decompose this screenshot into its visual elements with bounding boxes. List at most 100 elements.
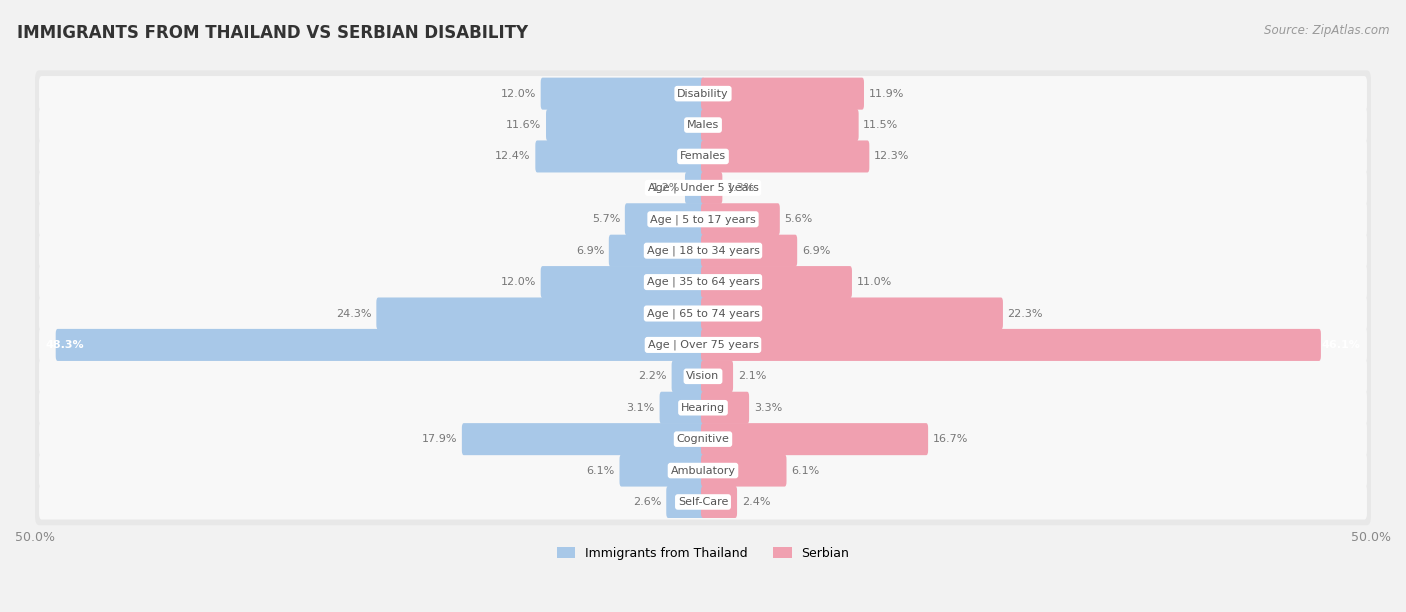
Text: 12.0%: 12.0% — [501, 89, 536, 99]
FancyBboxPatch shape — [35, 165, 1371, 211]
FancyBboxPatch shape — [39, 139, 1367, 174]
Text: 11.0%: 11.0% — [856, 277, 891, 287]
FancyBboxPatch shape — [702, 78, 865, 110]
Text: 16.7%: 16.7% — [932, 434, 969, 444]
FancyBboxPatch shape — [39, 233, 1367, 268]
Text: 6.1%: 6.1% — [586, 466, 614, 476]
FancyBboxPatch shape — [39, 484, 1367, 520]
Text: 2.6%: 2.6% — [633, 497, 662, 507]
Text: Vision: Vision — [686, 371, 720, 381]
FancyBboxPatch shape — [666, 486, 704, 518]
FancyBboxPatch shape — [541, 78, 704, 110]
Text: Age | 18 to 34 years: Age | 18 to 34 years — [647, 245, 759, 256]
FancyBboxPatch shape — [702, 266, 852, 298]
FancyBboxPatch shape — [461, 423, 704, 455]
FancyBboxPatch shape — [546, 109, 704, 141]
FancyBboxPatch shape — [536, 140, 704, 173]
FancyBboxPatch shape — [702, 486, 737, 518]
FancyBboxPatch shape — [702, 423, 928, 455]
Text: IMMIGRANTS FROM THAILAND VS SERBIAN DISABILITY: IMMIGRANTS FROM THAILAND VS SERBIAN DISA… — [17, 24, 529, 42]
Text: Males: Males — [688, 120, 718, 130]
FancyBboxPatch shape — [702, 297, 1002, 329]
Text: 6.1%: 6.1% — [792, 466, 820, 476]
FancyBboxPatch shape — [702, 329, 1320, 361]
Text: Age | Under 5 years: Age | Under 5 years — [648, 182, 758, 193]
Text: Age | 5 to 17 years: Age | 5 to 17 years — [650, 214, 756, 225]
Text: Age | Over 75 years: Age | Over 75 years — [648, 340, 758, 350]
Text: 2.4%: 2.4% — [742, 497, 770, 507]
FancyBboxPatch shape — [35, 353, 1371, 400]
FancyBboxPatch shape — [685, 172, 704, 204]
FancyBboxPatch shape — [39, 390, 1367, 425]
FancyBboxPatch shape — [702, 234, 797, 267]
Text: Females: Females — [681, 151, 725, 162]
Text: 1.3%: 1.3% — [727, 183, 755, 193]
Text: 12.4%: 12.4% — [495, 151, 530, 162]
FancyBboxPatch shape — [35, 447, 1371, 494]
Text: Hearing: Hearing — [681, 403, 725, 412]
Text: 11.5%: 11.5% — [863, 120, 898, 130]
Text: 6.9%: 6.9% — [576, 245, 605, 256]
FancyBboxPatch shape — [35, 322, 1371, 368]
Text: 5.6%: 5.6% — [785, 214, 813, 224]
Text: 2.2%: 2.2% — [638, 371, 666, 381]
FancyBboxPatch shape — [39, 202, 1367, 237]
Text: 22.3%: 22.3% — [1008, 308, 1043, 318]
Text: 11.6%: 11.6% — [506, 120, 541, 130]
FancyBboxPatch shape — [39, 422, 1367, 457]
FancyBboxPatch shape — [624, 203, 704, 235]
FancyBboxPatch shape — [702, 172, 723, 204]
Text: Source: ZipAtlas.com: Source: ZipAtlas.com — [1264, 24, 1389, 37]
FancyBboxPatch shape — [609, 234, 704, 267]
FancyBboxPatch shape — [39, 453, 1367, 488]
Text: 3.3%: 3.3% — [754, 403, 782, 412]
FancyBboxPatch shape — [702, 392, 749, 424]
FancyBboxPatch shape — [35, 196, 1371, 242]
FancyBboxPatch shape — [702, 140, 869, 173]
Text: Age | 65 to 74 years: Age | 65 to 74 years — [647, 308, 759, 319]
FancyBboxPatch shape — [35, 228, 1371, 274]
FancyBboxPatch shape — [39, 327, 1367, 362]
Text: 6.9%: 6.9% — [801, 245, 830, 256]
FancyBboxPatch shape — [35, 479, 1371, 525]
Text: 2.1%: 2.1% — [738, 371, 766, 381]
Text: 48.3%: 48.3% — [45, 340, 84, 350]
Text: Age | 35 to 64 years: Age | 35 to 64 years — [647, 277, 759, 288]
FancyBboxPatch shape — [35, 259, 1371, 305]
Text: 17.9%: 17.9% — [422, 434, 457, 444]
Text: 24.3%: 24.3% — [336, 308, 371, 318]
FancyBboxPatch shape — [35, 384, 1371, 431]
Text: Ambulatory: Ambulatory — [671, 466, 735, 476]
FancyBboxPatch shape — [39, 170, 1367, 206]
Text: Self-Care: Self-Care — [678, 497, 728, 507]
FancyBboxPatch shape — [39, 296, 1367, 331]
FancyBboxPatch shape — [702, 109, 859, 141]
Text: 5.7%: 5.7% — [592, 214, 620, 224]
Text: 46.1%: 46.1% — [1322, 340, 1361, 350]
FancyBboxPatch shape — [56, 329, 704, 361]
FancyBboxPatch shape — [702, 203, 780, 235]
Text: 3.1%: 3.1% — [627, 403, 655, 412]
FancyBboxPatch shape — [35, 102, 1371, 148]
Text: 12.0%: 12.0% — [501, 277, 536, 287]
FancyBboxPatch shape — [541, 266, 704, 298]
FancyBboxPatch shape — [702, 360, 733, 392]
FancyBboxPatch shape — [377, 297, 704, 329]
Text: Cognitive: Cognitive — [676, 434, 730, 444]
Text: Disability: Disability — [678, 89, 728, 99]
FancyBboxPatch shape — [39, 359, 1367, 394]
FancyBboxPatch shape — [39, 108, 1367, 143]
FancyBboxPatch shape — [39, 264, 1367, 300]
FancyBboxPatch shape — [35, 70, 1371, 117]
FancyBboxPatch shape — [702, 455, 786, 487]
FancyBboxPatch shape — [39, 76, 1367, 111]
Text: 11.9%: 11.9% — [869, 89, 904, 99]
Text: 1.2%: 1.2% — [652, 183, 681, 193]
FancyBboxPatch shape — [35, 416, 1371, 463]
Text: 12.3%: 12.3% — [875, 151, 910, 162]
FancyBboxPatch shape — [672, 360, 704, 392]
Legend: Immigrants from Thailand, Serbian: Immigrants from Thailand, Serbian — [551, 542, 855, 565]
FancyBboxPatch shape — [620, 455, 704, 487]
FancyBboxPatch shape — [35, 290, 1371, 337]
FancyBboxPatch shape — [35, 133, 1371, 180]
